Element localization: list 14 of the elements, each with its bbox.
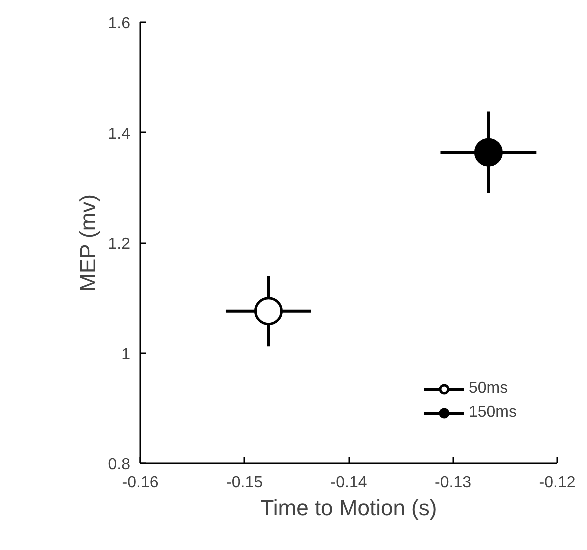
- x-tick-label: -0.14: [330, 474, 368, 492]
- x-tick-label: -0.16: [122, 474, 159, 492]
- y-tick-label: 1.4: [108, 126, 131, 143]
- x-tick-label: -0.13: [435, 474, 472, 492]
- y-tick-label: 1.2: [108, 236, 131, 253]
- y-tick-label: 0.8: [108, 456, 131, 474]
- y-tick-label: 1: [122, 346, 131, 364]
- y-tick-label: 1.6: [108, 16, 131, 32]
- legend-label: 150ms: [468, 404, 517, 422]
- x-axis-title: Time to Motion (s): [260, 496, 438, 520]
- x-tick-label: -0.15: [226, 474, 264, 492]
- legend-label: 50ms: [468, 380, 508, 398]
- y-axis-title: MEP (mv): [75, 194, 100, 292]
- x-tick-label: -0.12: [539, 474, 576, 492]
